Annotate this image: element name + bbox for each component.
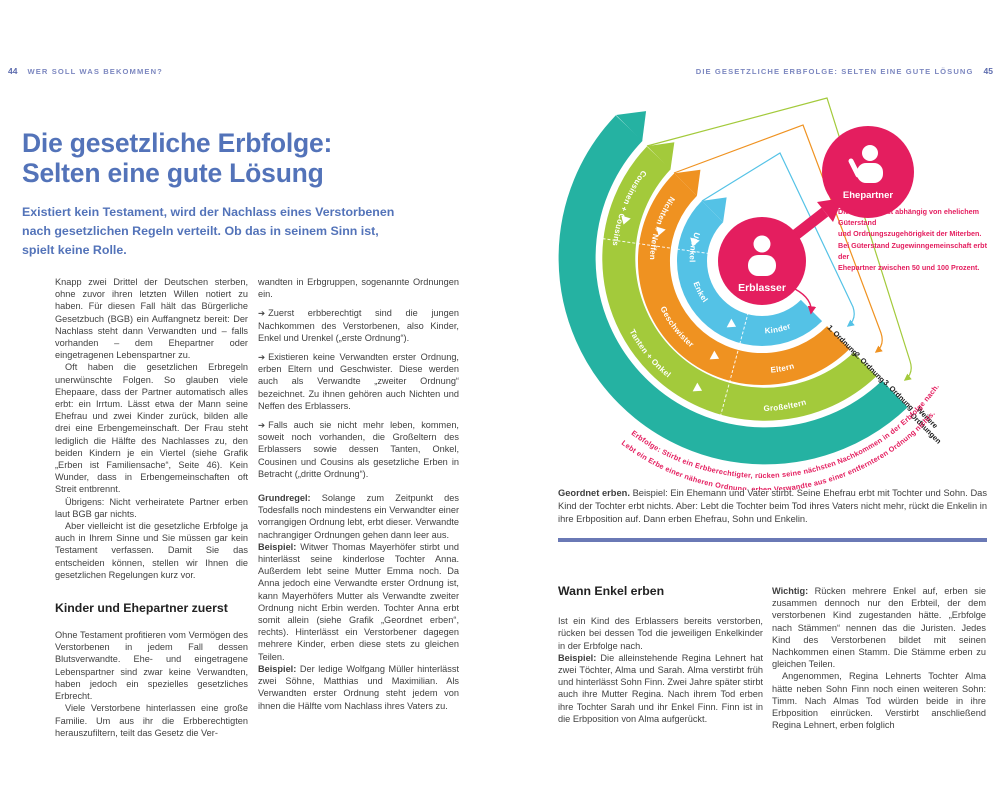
direction-triangle bbox=[692, 382, 703, 392]
left-column-1: Knapp zwei Drittel der Deutschen sterben… bbox=[55, 276, 248, 739]
segment-separator bbox=[599, 237, 710, 255]
running-head-right-title: DIE GESETZLICHE ERBFOLGE: SELTEN EINE GU… bbox=[695, 67, 974, 76]
right-column-1: Wann Enkel erben Ist ein Kind des Erblas… bbox=[558, 585, 763, 725]
caption-text: Beispiel: Ein Ehemann und Vater stirbt. … bbox=[558, 488, 987, 525]
running-head-left: 44 WER SOLL WAS BEKOMMEN? bbox=[8, 66, 163, 76]
running-head-right: DIE GESETZLICHE ERBFOLGE: SELTEN EINE GU… bbox=[696, 66, 993, 76]
caption-lead: Geordnet erben. bbox=[558, 488, 630, 498]
paragraph: Übrigens: Nicht verheiratete Partner erb… bbox=[55, 496, 248, 519]
note-line: Bei Güterstand Zugewinngemeinschaft erbt… bbox=[838, 240, 987, 261]
ring-third-order bbox=[602, 146, 877, 421]
bullet-text: Zuerst erbberechtigt sind die jungen Nac… bbox=[258, 308, 459, 343]
note-line: Die Erbquote ist abhängig von ehelichem … bbox=[838, 207, 979, 228]
segment-separator bbox=[719, 312, 749, 420]
direction-triangle bbox=[621, 215, 631, 225]
ring-tip bbox=[674, 169, 701, 196]
direction-triangle bbox=[709, 350, 720, 360]
article-title: Die gesetzliche Erbfolge: Selten eine gu… bbox=[22, 128, 332, 188]
paragraph-text: Die alleinstehende Regina Lehnert hat zw… bbox=[558, 652, 763, 724]
bullet-item: ➔ Falls auch sie nicht mehr leben, kommen… bbox=[258, 419, 459, 480]
spouse-quota-note: Die Erbquote ist abhängig von ehelichem … bbox=[838, 206, 996, 273]
spouse-person-icon bbox=[848, 145, 883, 183]
note-line: und Ordnungszugehörigkeit der Miterben. bbox=[838, 229, 982, 239]
person-icon bbox=[748, 235, 776, 276]
paragraph: Ist ein Kind des Erblassers bereits vers… bbox=[558, 616, 763, 651]
erblasser-label: Erblasser bbox=[738, 282, 786, 294]
ring-first-order bbox=[677, 200, 823, 346]
ring-tip bbox=[616, 111, 647, 142]
paragraph: Grundregel: Solange zum Zeitpunkt des To… bbox=[258, 492, 459, 541]
paragraph: Angenommen, Regina Lehnerts Tochter Alma… bbox=[772, 671, 986, 731]
paragraph: Aber vielleicht ist die gesetzliche Erbf… bbox=[55, 521, 248, 580]
paragraph: Wichtig: Rücken mehrere Enkel auf, erben… bbox=[772, 585, 986, 670]
left-column-2: wandten in Erbgruppen, sogenannte Ordnun… bbox=[258, 276, 459, 712]
paragraph-lead: Beispiel: bbox=[258, 663, 297, 674]
direction-triangle bbox=[656, 226, 666, 236]
bullet-text: Falls auch sie nicht mehr leben, kommen,… bbox=[258, 420, 459, 479]
arrow-bullet-icon: ➔ bbox=[258, 308, 266, 319]
paragraph-lead: Beispiel: bbox=[258, 541, 297, 552]
ring-tip bbox=[647, 142, 675, 170]
inheritance-order-diagram: Urenkel Enkel Kinder Nichten + Neffen Ge… bbox=[540, 95, 1000, 490]
paragraph: Beispiel: Der ledige Wolfgang Müller hin… bbox=[258, 663, 459, 712]
page-number-right: 45 bbox=[983, 66, 993, 76]
diagram-caption: Geordnet erben. Beispiel: Ein Ehemann un… bbox=[558, 487, 987, 527]
paragraph-text: Witwer Thomas Mayerhöfer stirbt und hint… bbox=[258, 541, 459, 662]
running-head-left-title: WER SOLL WAS BEKOMMEN? bbox=[27, 67, 163, 76]
paragraph: Ohne Testament profitieren vom Vermögen … bbox=[55, 630, 248, 702]
paragraph-text: Der ledige Wolfgang Müller hinterlässt z… bbox=[258, 663, 459, 711]
right-column-2: Wichtig: Rücken mehrere Enkel auf, erben… bbox=[772, 585, 986, 731]
article-intro: Existiert kein Testament, wird der Nachl… bbox=[22, 205, 395, 257]
succession-line-second-to-third bbox=[673, 124, 883, 353]
article-title-line1: Die gesetzliche Erbfolge: bbox=[22, 128, 333, 158]
arrow-bullet-icon: ➔ bbox=[258, 420, 266, 431]
section-subheading: Wann Enkel erben bbox=[558, 584, 665, 598]
succession-line-center-to-first bbox=[794, 288, 817, 315]
direction-triangle bbox=[690, 237, 700, 247]
paragraph: Knapp zwei Drittel der Deutschen sterben… bbox=[55, 277, 248, 361]
article-title-line2: Selten eine gute Lösung bbox=[22, 158, 324, 188]
ring-further-orders bbox=[558, 115, 908, 465]
ring-tip bbox=[701, 197, 727, 223]
paragraph: Beispiel: Witwer Thomas Mayerhöfer stirb… bbox=[258, 541, 459, 663]
paragraph-lead: Grundregel: bbox=[258, 493, 311, 504]
paragraph-text: Rücken mehrere Enkel auf, erben sie zusa… bbox=[772, 586, 986, 670]
direction-triangle bbox=[726, 318, 737, 328]
note-line: Ehepartner zwischen 50 und 100 Prozent. bbox=[838, 263, 980, 273]
paragraph-lead: Wichtig: bbox=[772, 586, 809, 596]
paragraph-text: Solange zum Zeitpunkt des Todesfalls noc… bbox=[258, 493, 459, 540]
divider-rule bbox=[558, 538, 987, 542]
paragraph-lead: Beispiel: bbox=[558, 652, 597, 663]
paragraph: Beispiel: Die alleinstehende Regina Lehn… bbox=[558, 652, 763, 725]
page-number-left: 44 bbox=[8, 66, 18, 76]
bullet-item: ➔ Zuerst erbberechtigt sind die jungen Na… bbox=[258, 307, 459, 344]
paragraph: Oft haben die gesetzlichen Erbregeln une… bbox=[55, 362, 248, 495]
paragraph: Viele Verstorbene hinterlassen eine groß… bbox=[55, 703, 248, 738]
arrow-bullet-icon: ➔ bbox=[258, 352, 266, 363]
succession-line-first-to-second bbox=[701, 152, 855, 327]
section-subheading: Kinder und Ehepartner zuerst bbox=[55, 601, 228, 616]
paragraph: wandten in Erbgruppen, sogenannte Ordnun… bbox=[258, 277, 459, 300]
succession-line-third-to-further bbox=[646, 97, 912, 381]
ehepartner-label: Ehepartner bbox=[843, 190, 893, 201]
bullet-item: ➔ Existieren keine Verwandten erster Ordn… bbox=[258, 351, 459, 412]
bullet-text: Existieren keine Verwandten erster Ordnu… bbox=[258, 352, 459, 411]
